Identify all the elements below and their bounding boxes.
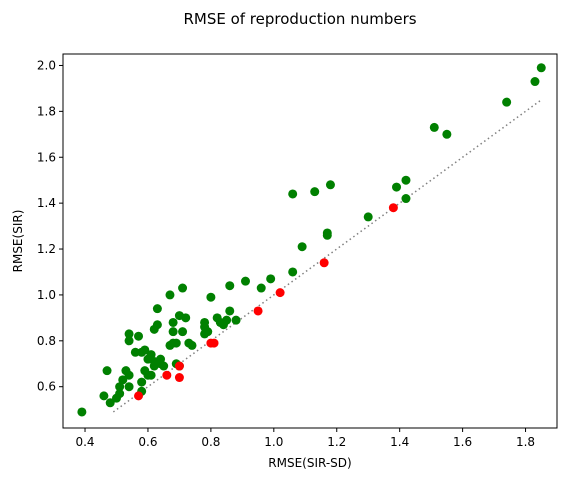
data-point xyxy=(502,97,512,107)
data-point xyxy=(174,373,184,383)
data-point xyxy=(115,382,125,392)
data-point xyxy=(231,315,241,325)
data-point xyxy=(115,389,125,399)
data-point xyxy=(253,306,263,316)
data-point xyxy=(168,327,178,337)
plot-points xyxy=(77,63,546,417)
y-axis-label: RMSE(SIR) xyxy=(11,210,25,273)
data-point xyxy=(102,366,112,376)
data-point xyxy=(152,320,162,330)
data-point xyxy=(105,398,115,408)
data-point xyxy=(288,189,298,199)
data-point xyxy=(240,276,250,286)
data-point xyxy=(206,292,216,302)
x-tick-label: 1.6 xyxy=(453,435,472,449)
data-point xyxy=(363,212,373,222)
data-point xyxy=(140,345,150,355)
data-point xyxy=(146,350,156,360)
data-point xyxy=(319,258,329,268)
y-tick-label: 1.2 xyxy=(37,242,56,256)
x-axis-label: RMSE(SIR-SD) xyxy=(268,456,351,470)
data-point xyxy=(124,329,134,339)
data-point xyxy=(442,129,452,139)
data-point xyxy=(77,407,87,417)
y-tick-label: 1.0 xyxy=(37,288,56,302)
data-point xyxy=(325,180,335,190)
y-tick-label: 1.4 xyxy=(37,196,56,210)
data-point xyxy=(146,370,156,380)
data-point xyxy=(222,315,232,325)
data-point xyxy=(536,63,546,73)
chart-title: RMSE of reproduction numbers xyxy=(183,10,416,28)
data-point xyxy=(401,194,411,204)
data-point xyxy=(99,391,109,401)
data-point xyxy=(203,327,213,337)
y-tick-label: 2.0 xyxy=(37,58,56,72)
data-point xyxy=(162,370,172,380)
data-point xyxy=(152,304,162,314)
data-point xyxy=(174,361,184,371)
data-point xyxy=(118,375,128,385)
data-point xyxy=(137,377,147,387)
data-point xyxy=(392,182,402,192)
data-point xyxy=(388,203,398,213)
data-point xyxy=(165,290,175,300)
y-tick-label: 0.8 xyxy=(37,334,56,348)
x-tick-label: 1.8 xyxy=(516,435,535,449)
data-point xyxy=(266,274,276,284)
y-tick-label: 1.8 xyxy=(37,104,56,118)
data-point xyxy=(322,230,332,240)
x-tick-label: 0.8 xyxy=(201,435,220,449)
x-axis-ticks: 0.4 0.6 0.8 1.0 1.2 1.4 1.6 1.8 xyxy=(75,428,535,449)
data-point xyxy=(225,281,235,291)
x-tick-label: 1.4 xyxy=(390,435,409,449)
data-point xyxy=(530,77,540,87)
data-point xyxy=(130,347,140,357)
data-point xyxy=(401,175,411,185)
y-tick-label: 0.6 xyxy=(37,380,56,394)
x-tick-label: 1.2 xyxy=(327,435,346,449)
data-point xyxy=(168,317,178,327)
data-point xyxy=(297,242,307,252)
reference-line xyxy=(112,99,542,413)
data-point xyxy=(181,313,191,323)
data-point xyxy=(134,391,144,401)
data-point xyxy=(310,187,320,197)
data-point xyxy=(178,283,188,293)
data-point xyxy=(187,340,197,350)
data-point xyxy=(134,331,144,341)
data-point xyxy=(209,338,219,348)
data-point xyxy=(429,122,439,132)
data-point xyxy=(256,283,266,293)
data-point xyxy=(159,361,169,371)
data-point xyxy=(124,370,134,380)
data-point xyxy=(178,327,188,337)
x-tick-label: 0.6 xyxy=(138,435,157,449)
data-point xyxy=(288,267,298,277)
data-point xyxy=(171,338,181,348)
data-point xyxy=(124,382,134,392)
x-tick-label: 1.0 xyxy=(264,435,283,449)
axes-frame xyxy=(62,53,558,429)
data-point xyxy=(200,317,210,327)
x-tick-label: 0.4 xyxy=(75,435,94,449)
y-tick-label: 1.6 xyxy=(37,150,56,164)
data-point xyxy=(124,336,134,346)
data-point xyxy=(275,288,285,298)
data-point xyxy=(225,306,235,316)
y-axis-ticks: 0.6 0.8 1.0 1.2 1.4 1.6 1.8 2.0 xyxy=(37,58,63,394)
